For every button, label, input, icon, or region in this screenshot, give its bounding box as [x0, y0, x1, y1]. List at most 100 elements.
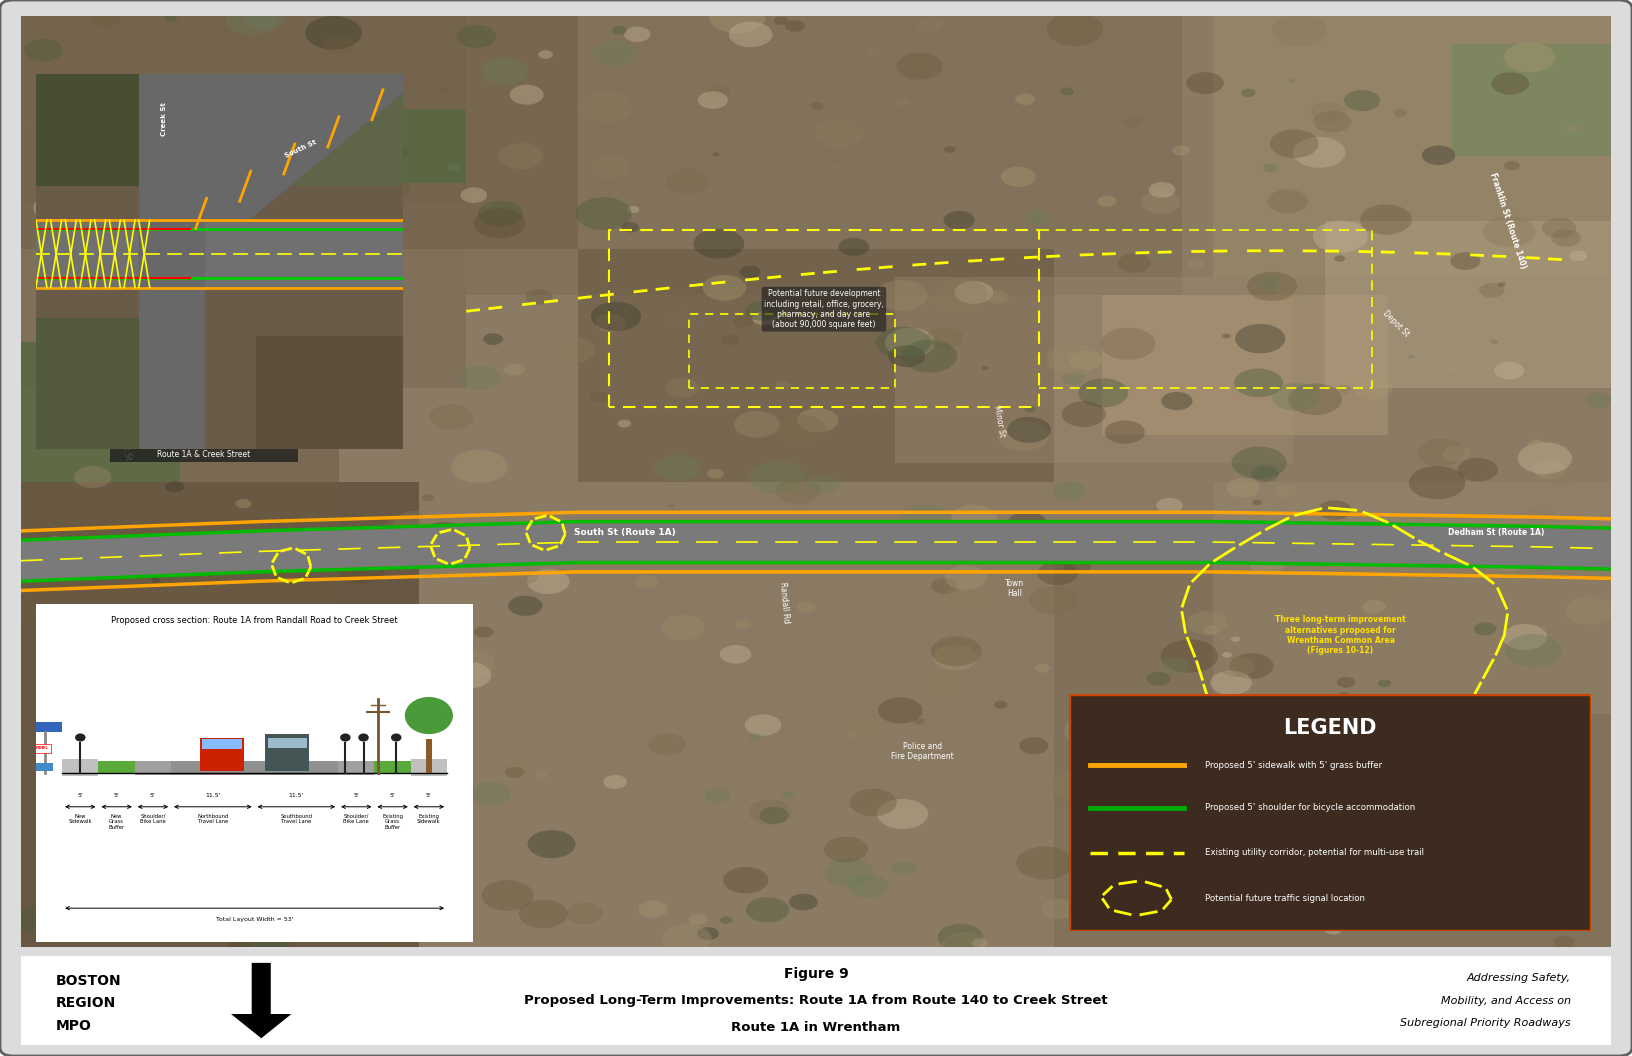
Circle shape [165, 482, 184, 492]
Circle shape [885, 327, 935, 357]
Bar [21, 342, 339, 621]
Circle shape [1105, 420, 1144, 444]
Text: Existing
Sidewalk: Existing Sidewalk [418, 813, 441, 825]
Circle shape [808, 475, 839, 493]
Circle shape [1482, 215, 1536, 247]
Text: Subregional Priority Roadways: Subregional Priority Roadways [1400, 1018, 1572, 1027]
Circle shape [1111, 833, 1147, 855]
Circle shape [1350, 819, 1405, 852]
Circle shape [604, 775, 627, 789]
Circle shape [733, 316, 752, 327]
Circle shape [326, 890, 359, 909]
Circle shape [1247, 768, 1278, 786]
Circle shape [1079, 378, 1128, 408]
Circle shape [256, 934, 287, 953]
Circle shape [824, 859, 873, 887]
Bar [21, 16, 578, 248]
Circle shape [93, 676, 135, 701]
Circle shape [1524, 505, 1557, 524]
Circle shape [183, 889, 232, 918]
Circle shape [1064, 715, 1116, 746]
Circle shape [271, 643, 302, 661]
Text: South St: South St [284, 139, 317, 158]
Circle shape [1226, 478, 1260, 497]
Circle shape [723, 867, 769, 893]
Circle shape [83, 805, 135, 834]
Circle shape [1356, 770, 1410, 803]
Circle shape [80, 831, 95, 841]
Text: Dedham St (Route 1A): Dedham St (Route 1A) [1448, 528, 1544, 538]
Circle shape [36, 219, 64, 235]
Circle shape [356, 708, 408, 738]
Circle shape [85, 100, 124, 124]
Bar [201, 737, 243, 771]
Circle shape [671, 310, 698, 327]
Circle shape [1550, 229, 1581, 247]
Circle shape [372, 177, 410, 200]
Circle shape [1173, 146, 1190, 155]
Circle shape [508, 567, 539, 585]
Text: Total Layout Width = 53': Total Layout Width = 53' [215, 917, 294, 922]
Circle shape [1377, 679, 1390, 687]
Circle shape [137, 793, 175, 815]
Circle shape [527, 830, 576, 859]
Circle shape [1030, 586, 1079, 615]
Circle shape [648, 734, 685, 755]
Circle shape [33, 192, 88, 224]
Circle shape [1263, 164, 1278, 172]
FancyBboxPatch shape [31, 601, 478, 945]
Circle shape [1490, 340, 1498, 344]
Circle shape [393, 511, 442, 540]
Circle shape [75, 734, 85, 741]
Circle shape [1488, 547, 1529, 571]
Circle shape [994, 701, 1007, 709]
FancyBboxPatch shape [1069, 694, 1591, 931]
Bar [266, 734, 308, 771]
Circle shape [720, 917, 733, 924]
Polygon shape [21, 522, 1611, 581]
Circle shape [1064, 559, 1090, 574]
Circle shape [1235, 324, 1286, 354]
Circle shape [436, 524, 455, 535]
Circle shape [292, 680, 320, 697]
Circle shape [1273, 485, 1296, 498]
Circle shape [876, 799, 929, 829]
Circle shape [1020, 737, 1048, 754]
Circle shape [1147, 672, 1170, 685]
Circle shape [382, 516, 426, 543]
Circle shape [1444, 366, 1454, 373]
Circle shape [1273, 383, 1320, 411]
Circle shape [305, 749, 339, 770]
Circle shape [387, 147, 408, 159]
Circle shape [622, 222, 640, 232]
Circle shape [1219, 656, 1255, 677]
Circle shape [1359, 205, 1412, 234]
Circle shape [1257, 720, 1263, 724]
Text: Potential future traffic signal location: Potential future traffic signal location [1204, 893, 1364, 903]
Circle shape [1097, 195, 1116, 207]
Circle shape [997, 420, 1049, 451]
Circle shape [1255, 275, 1283, 290]
Text: BOSTON: BOSTON [55, 974, 122, 987]
Circle shape [1232, 447, 1286, 478]
Circle shape [1322, 789, 1368, 816]
Circle shape [901, 340, 958, 373]
Bar [578, 482, 1214, 808]
Circle shape [1231, 637, 1240, 642]
Circle shape [1069, 351, 1102, 370]
Circle shape [1523, 829, 1568, 856]
Circle shape [49, 909, 65, 919]
Circle shape [504, 363, 526, 376]
Circle shape [166, 890, 220, 922]
Circle shape [24, 119, 41, 129]
Circle shape [380, 157, 393, 166]
Circle shape [1275, 271, 1327, 301]
Circle shape [1188, 260, 1203, 268]
Circle shape [1222, 334, 1231, 339]
Text: Potential future development
including retail, office, grocery,
pharmacy, and da: Potential future development including r… [764, 289, 885, 329]
Bar [374, 761, 411, 773]
Circle shape [374, 211, 400, 227]
Circle shape [227, 675, 281, 708]
Circle shape [875, 280, 927, 310]
Circle shape [202, 874, 259, 907]
